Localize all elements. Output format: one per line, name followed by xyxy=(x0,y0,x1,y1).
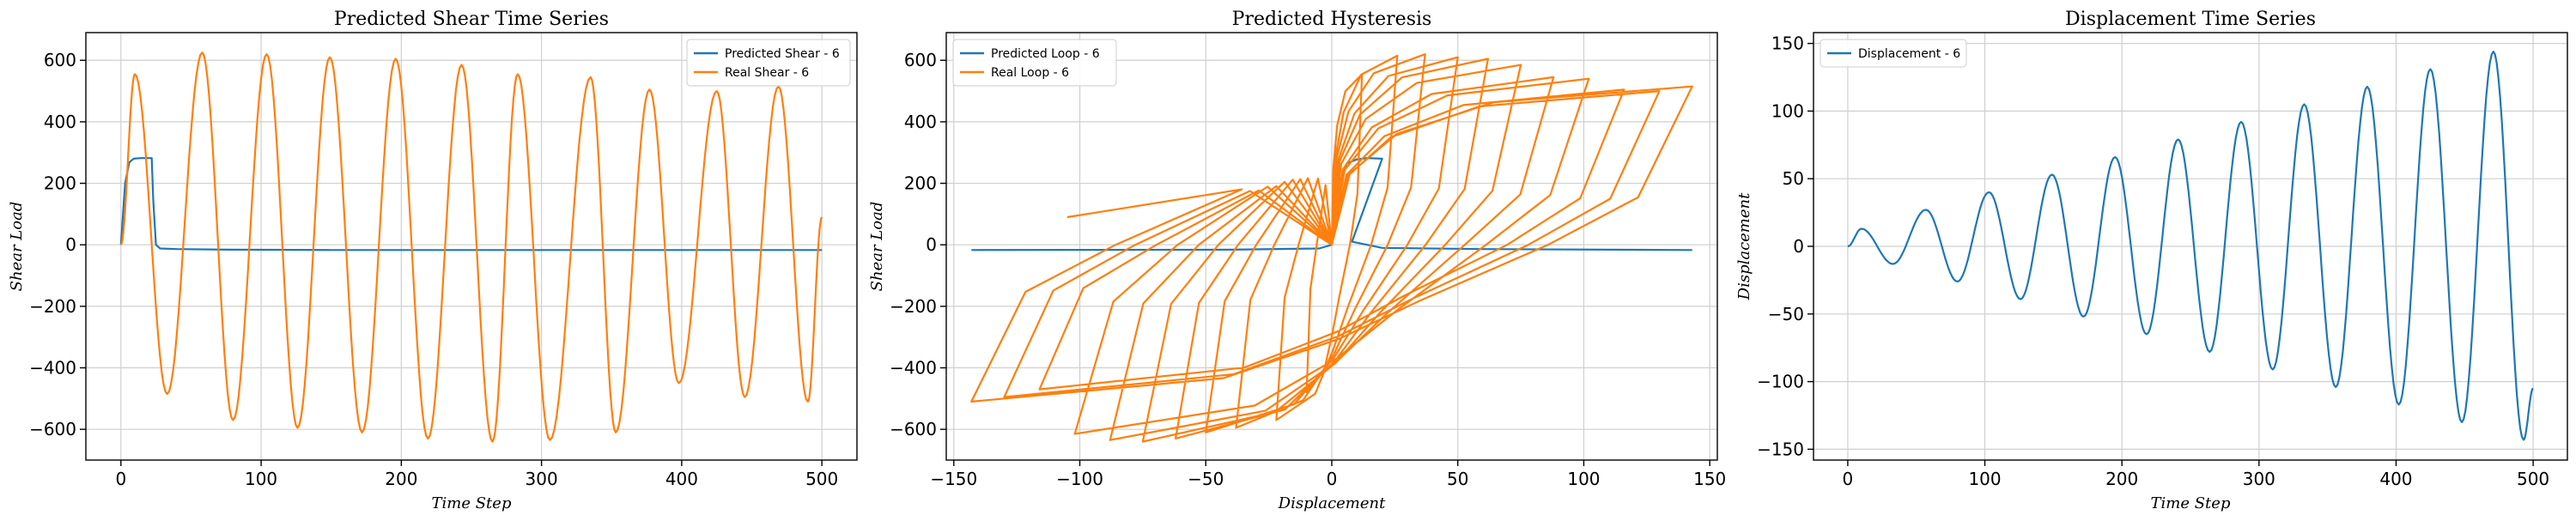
x-tick-label: 0 xyxy=(1327,469,1338,489)
x-tick-label: 500 xyxy=(805,469,838,489)
y-tick-label: 600 xyxy=(904,50,937,70)
chart-title: Predicted Shear Time Series xyxy=(334,9,609,30)
y-axis-label: Shear Load xyxy=(8,202,26,292)
y-tick-label: 400 xyxy=(44,112,76,132)
x-tick-label: 300 xyxy=(526,469,558,489)
y-tick-label: 200 xyxy=(904,173,937,194)
x-tick-label: 200 xyxy=(385,469,417,489)
y-tick-label: 400 xyxy=(904,112,937,132)
x-tick-label: 0 xyxy=(115,469,126,489)
legend-label: Real Shear - 6 xyxy=(725,66,809,80)
x-axis-label: Time Step xyxy=(432,494,512,512)
y-tick-label: 0 xyxy=(65,234,76,255)
y-axis-label: Displacement xyxy=(1735,192,1753,300)
legend-label: Predicted Loop - 6 xyxy=(991,47,1100,61)
chart-panel-shear-time: 0 100 200 300 400 500 −600 −400 −200 0 200 400 600 Pr… xyxy=(8,9,858,512)
y-tick-label: −50 xyxy=(1768,304,1804,324)
series-line-1 xyxy=(119,157,823,251)
series-line-2 xyxy=(970,53,1693,443)
x-tick-label: 400 xyxy=(665,469,698,489)
legend: Predicted Shear - 6 Real Shear - 6 xyxy=(686,39,851,87)
y-tick-label: 200 xyxy=(44,173,76,194)
y-tick-label: −200 xyxy=(29,296,76,317)
legend-box xyxy=(1820,39,1967,68)
y-tick-label: 150 xyxy=(1771,33,1804,54)
chart-panel-displacement-time: 0 100 200 300 400 500 −150 −100 −50 0 50 100 150 Disp… xyxy=(1735,9,2568,512)
x-axis-label: Time Step xyxy=(2151,494,2231,512)
x-tick-label: 200 xyxy=(2105,469,2138,489)
chart-title: Displacement Time Series xyxy=(2065,9,2316,30)
y-tick-label: −400 xyxy=(890,358,937,379)
legend: Displacement - 6 xyxy=(1820,39,1967,68)
y-tick-label: 0 xyxy=(926,234,937,255)
x-tick-label: 400 xyxy=(2379,469,2412,489)
x-tick-label: 500 xyxy=(2517,469,2549,489)
x-tick-label: −50 xyxy=(1188,469,1224,489)
chart-panel-hysteresis: −150 −100 −50 0 50 100 150 −600 −400 −200 0 200 400 6… xyxy=(868,9,1726,512)
x-tick-label: 50 xyxy=(1447,469,1468,489)
legend-box xyxy=(952,39,1117,87)
x-tick-label: 100 xyxy=(1968,469,2001,489)
y-tick-label: −200 xyxy=(890,296,937,317)
legend-label: Predicted Shear - 6 xyxy=(725,47,840,61)
y-tick-label: −600 xyxy=(890,419,937,439)
x-axis-label: Displacement xyxy=(1278,494,1386,512)
y-tick-label: −600 xyxy=(29,419,76,439)
y-tick-label: −400 xyxy=(29,358,76,379)
y-tick-label: 50 xyxy=(1783,168,1804,189)
legend-box xyxy=(686,39,851,87)
x-tick-label: −100 xyxy=(1056,469,1103,489)
y-tick-label: 100 xyxy=(1771,100,1804,121)
y-axis-label: Shear Load xyxy=(868,202,886,292)
y-tick-label: −150 xyxy=(1757,439,1804,459)
x-tick-label: 300 xyxy=(2243,469,2275,489)
series-line-1 xyxy=(1847,51,2534,441)
y-tick-label: 0 xyxy=(1793,236,1804,257)
x-tick-label: −150 xyxy=(930,469,977,489)
plot-frame xyxy=(85,32,858,461)
y-tick-label: −100 xyxy=(1757,372,1804,392)
y-tick-label: 600 xyxy=(44,50,76,70)
legend-label: Real Loop - 6 xyxy=(991,66,1069,80)
x-tick-label: 100 xyxy=(245,469,277,489)
legend: Predicted Loop - 6 Real Loop - 6 xyxy=(952,39,1117,87)
series-line-2 xyxy=(119,52,823,443)
x-tick-label: 150 xyxy=(1693,469,1726,489)
x-tick-label: 0 xyxy=(1843,469,1854,489)
series-line-1 xyxy=(971,157,1692,251)
x-tick-label: 100 xyxy=(1567,469,1600,489)
chart-title: Predicted Hysteresis xyxy=(1232,9,1432,30)
legend-label: Displacement - 6 xyxy=(1858,47,1960,61)
